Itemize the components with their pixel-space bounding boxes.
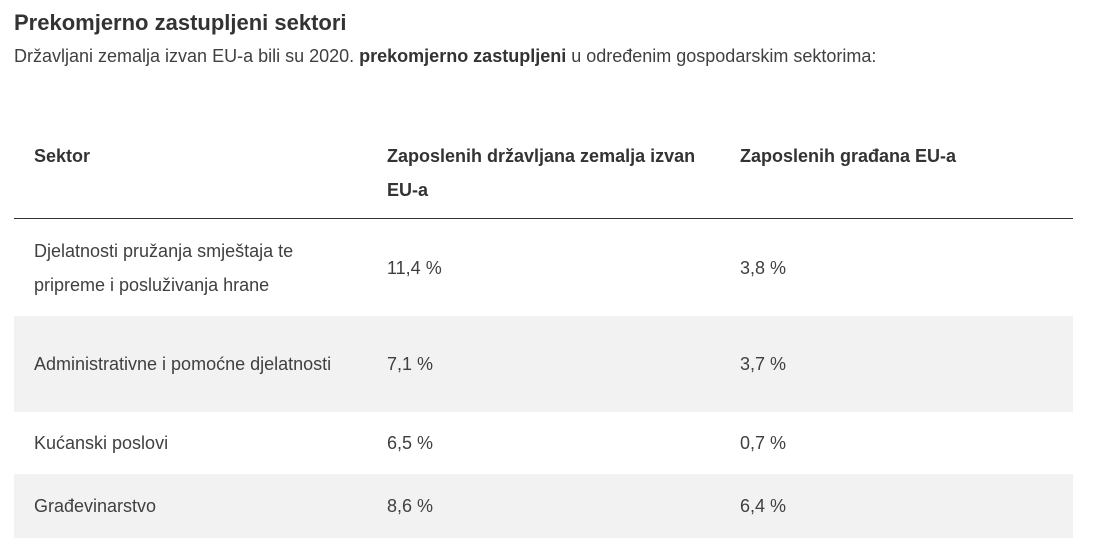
cell-non-eu: 8,6 % <box>387 496 434 516</box>
intro-text: Državljani zemalja izvan EU-a bili su 20… <box>14 42 894 71</box>
table-row: Kućanski poslovi 6,5 % 0,7 % <box>14 412 1073 474</box>
header-eu-employees: Zaposlenih građana EU-a <box>740 146 957 166</box>
intro-text-start: Državljani zemalja izvan EU-a bili su 20… <box>14 46 360 66</box>
cell-sector: Administrativne i pomoćne djelatnosti <box>34 354 332 374</box>
header-sector: Sektor <box>34 146 91 166</box>
cell-sector: Kućanski poslovi <box>34 433 169 453</box>
cell-non-eu: 7,1 % <box>387 354 434 374</box>
cell-eu: 3,8 % <box>740 257 787 278</box>
cell-eu: 3,7 % <box>740 354 787 374</box>
cell-sector: Djelatnosti pružanja smještaja te pripre… <box>34 240 294 295</box>
sectors-table: Sektor Zaposlenih državljana zemalja izv… <box>14 122 1073 538</box>
cell-non-eu: 6,5 % <box>387 433 434 453</box>
cell-non-eu: 11,4 % <box>387 257 442 278</box>
page-title: Prekomjerno zastupljeni sektori <box>14 10 347 35</box>
intro-text-end: u određenim gospodarskim sektorima: <box>566 46 877 66</box>
cell-sector: Građevinarstvo <box>34 496 157 516</box>
table-header: Sektor Zaposlenih državljana zemalja izv… <box>14 122 1073 219</box>
cell-eu: 6,4 % <box>740 496 787 516</box>
cell-eu: 0,7 % <box>740 433 787 453</box>
table-row: Građevinarstvo 8,6 % 6,4 % <box>14 474 1073 538</box>
table-row: Djelatnosti pružanja smještaja te pripre… <box>14 219 1073 316</box>
table-row: Administrativne i pomoćne djelatnosti 7,… <box>14 316 1073 412</box>
header-non-eu-employees: Zaposlenih državljana zemalja izvan EU-a <box>387 146 696 200</box>
intro-text-bold: prekomjerno zastupljeni <box>359 46 567 66</box>
